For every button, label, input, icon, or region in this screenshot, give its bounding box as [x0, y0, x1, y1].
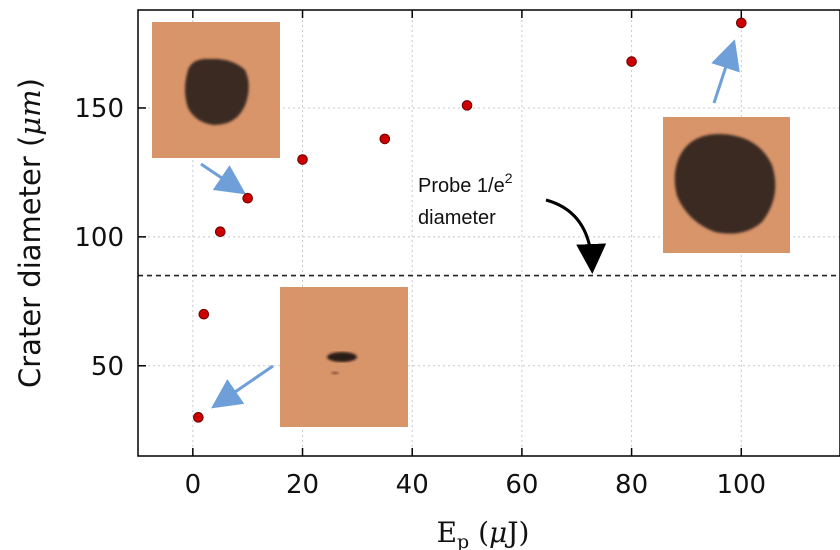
- data-point: [297, 154, 308, 165]
- x-axis-title: Ep (μJ): [437, 516, 530, 550]
- data-points: [193, 17, 747, 423]
- x-tick-label: 100: [716, 470, 766, 500]
- y-tick-label: 150: [74, 94, 124, 124]
- plot-frame: [137, 9, 840, 457]
- inset-image-100uj: [663, 117, 790, 253]
- arrow-100uj-inset: [711, 39, 740, 104]
- data-point: [735, 17, 747, 29]
- annotation-arrow: [545, 198, 607, 274]
- data-point: [193, 412, 204, 423]
- inset-image-10uj: [152, 22, 280, 158]
- data-point: [214, 226, 226, 238]
- data-point: [461, 100, 473, 111]
- y-tick-label: 100: [74, 223, 124, 253]
- data-point: [242, 192, 253, 204]
- arrow-small-inset: [211, 364, 274, 409]
- y-tick-label: 50: [91, 352, 124, 382]
- x-tick-label: 60: [505, 470, 538, 500]
- y-axis-ticks: 50 100 150: [74, 94, 146, 382]
- annotation-diameter: diameter: [418, 207, 496, 229]
- x-tick-label: 0: [185, 470, 202, 500]
- inset-image-small-energy: [280, 287, 408, 427]
- data-point: [198, 308, 210, 320]
- data-point: [626, 56, 637, 67]
- annotation-probe: Probe 1/e2: [418, 170, 513, 197]
- x-tick-label: 20: [286, 470, 319, 500]
- arrow-10uj-inset: [200, 162, 246, 195]
- y-axis-title: Crater diameter (μm): [13, 78, 47, 388]
- data-point: [379, 133, 391, 145]
- x-tick-label: 40: [396, 470, 429, 500]
- x-tick-label: 80: [615, 470, 648, 500]
- x-axis-ticks: 0 20 40 60 80 100: [185, 10, 766, 500]
